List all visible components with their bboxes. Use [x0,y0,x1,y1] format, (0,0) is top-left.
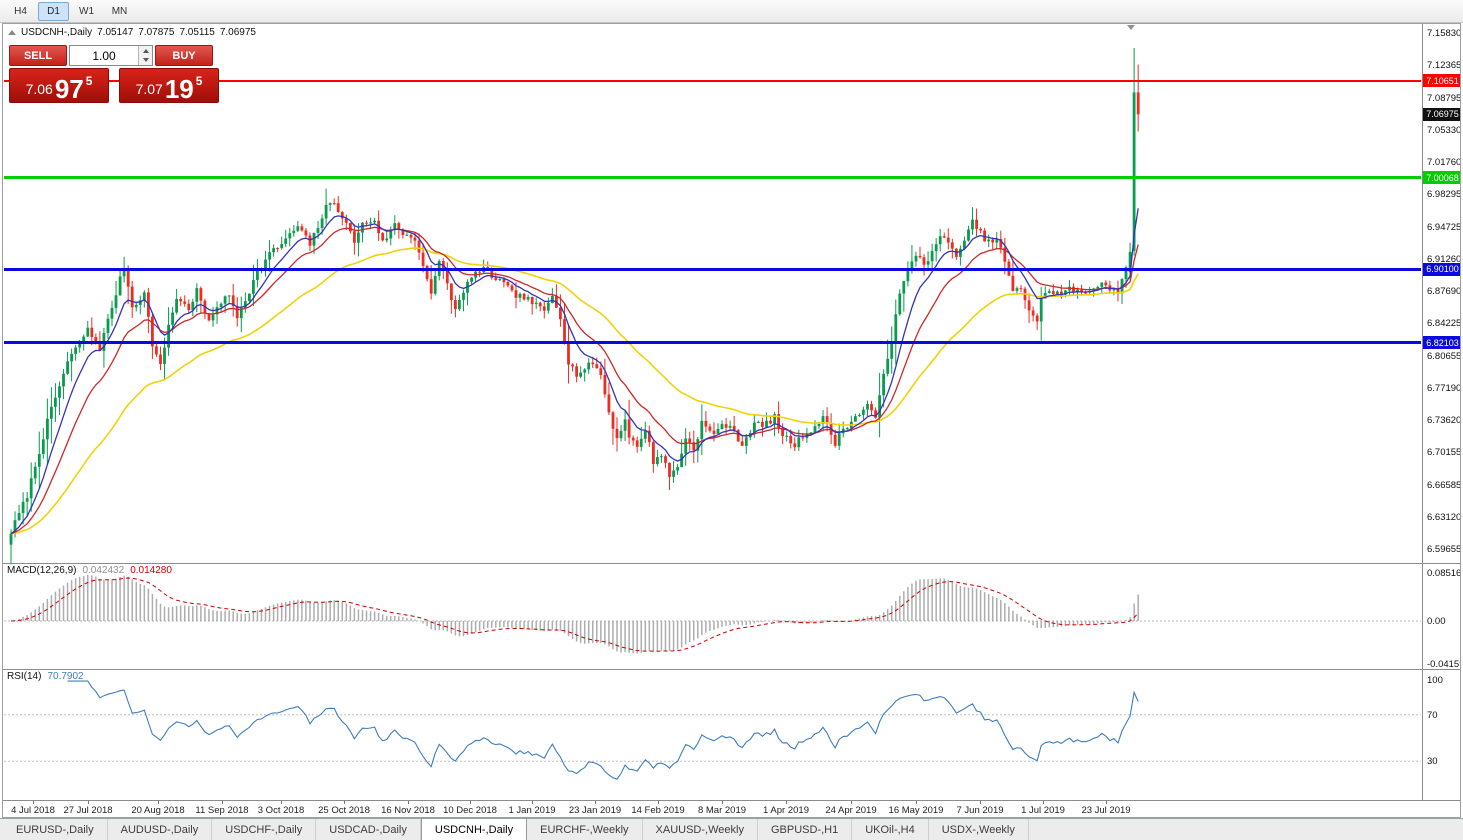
sell-button[interactable]: SELL [9,45,67,66]
timeframe-button-h4[interactable]: H4 [14,5,27,17]
volume-increment-button[interactable] [139,46,152,56]
date-tick [851,801,852,804]
tab-xauusd-weekly[interactable]: XAUUSD-,Weekly [643,819,758,840]
tab-gbpusd-h1[interactable]: GBPUSD-,H1 [758,819,853,840]
date-label: 20 Aug 2018 [131,805,185,816]
date-label: 3 Oct 2018 [257,805,305,816]
one-click-trading-panel: SELL 1.00 BUY 7.06 97 5 7.07 [9,45,219,103]
tab-usdx-weekly[interactable]: USDX-,Weekly [929,819,1029,840]
chart-shift-marker[interactable] [1127,25,1135,30]
timeframe-toolbar: H4 D1 W1 MN [0,0,1463,23]
date-tick [408,801,409,804]
ask-big-digits: 19 [164,73,194,104]
volume-decrement-button[interactable] [139,55,152,65]
buy-button[interactable]: BUY [155,45,213,66]
date-tick [532,801,533,804]
rsi-label: RSI(14) [7,671,42,682]
macd-label-row: MACD(12,26,9) 0.042432 0.014280 [7,565,172,576]
chart-info-line: USDCNH-,Daily 7.05147 7.07875 7.05115 7.… [8,27,256,38]
ask-prefix: 7.07 [135,81,163,97]
buy-price-display[interactable]: 7.07 19 5 [119,68,219,103]
tab-usdcnh-daily[interactable]: USDCNH-,Daily [420,819,528,840]
date-label: 1 Jan 2019 [508,805,556,816]
date-tick [158,801,159,804]
chevron-up-icon [142,48,149,53]
rsi-panel-separator[interactable] [3,669,1460,670]
date-label: 24 Apr 2019 [825,805,877,816]
date-label: 8 Mar 2019 [697,805,747,816]
date-label: 27 Jul 2018 [63,805,113,816]
date-tick [33,801,34,804]
symbol-tab-bar: EURUSD-,Daily AUDUSD-,Daily USDCHF-,Daily U… [0,818,1463,840]
date-tick [470,801,471,804]
date-tick [222,801,223,804]
ohlc-close: 7.06975 [219,27,256,38]
tab-eurchf-weekly[interactable]: EURCHF-,Weekly [527,819,643,840]
bid-big-digits: 97 [54,73,84,104]
date-label: 11 Sep 2018 [195,805,249,816]
date-label: 25 Oct 2018 [318,805,370,816]
volume-value[interactable]: 1.00 [92,48,116,63]
date-label: 7 Jun 2019 [956,805,1004,816]
sell-price-display[interactable]: 7.06 97 5 [9,68,109,103]
tab-usdchf-daily[interactable]: USDCHF-,Daily [212,819,317,840]
macd-main-value: 0.042432 [82,565,125,576]
bid-prefix: 7.06 [25,81,53,97]
one-click-price-row: 7.06 97 5 7.07 19 5 [9,68,219,103]
date-label: 1 Jul 2019 [1021,805,1065,816]
bid-pip-digit: 5 [85,74,93,88]
timeframe-button-d1[interactable]: D1 [38,1,69,21]
rsi-value: 70.7902 [47,671,84,682]
tab-usdcad-daily[interactable]: USDCAD-,Daily [316,819,421,840]
price-scale-border[interactable] [1422,24,1423,800]
candlestick-chart[interactable] [3,24,1460,817]
date-tick [281,801,282,804]
one-click-collapse-icon[interactable] [8,30,16,35]
chart-window[interactable]: 7.10651 7.00068 6.90100 6.82103 7.06975 7.158… [2,23,1461,818]
ask-pip-digit: 5 [195,74,203,88]
date-axis[interactable]: 4 Jul 2018 27 Jul 2018 20 Aug 2018 11 Sep 2… [3,800,1460,817]
date-label: 23 Jul 2019 [1081,805,1131,816]
ohlc-open: 7.05147 [97,27,134,38]
tab-eurusd-daily[interactable]: EURUSD-,Daily [3,819,108,840]
volume-input[interactable]: 1.00 [69,45,153,66]
date-label: 4 Jul 2018 [11,805,55,816]
date-tick [980,801,981,804]
timeframe-button-mn[interactable]: MN [111,5,128,17]
date-tick [916,801,917,804]
macd-signal-value: 0.014280 [130,565,172,576]
macd-label: MACD(12,26,9) [7,565,77,576]
date-label: 14 Feb 2019 [631,805,685,816]
volume-spinner [138,46,152,65]
rsi-label-row: RSI(14) 70.7902 [7,671,84,682]
date-label: 16 May 2019 [888,805,944,816]
one-click-top-row: SELL 1.00 BUY [9,45,219,66]
date-tick [344,801,345,804]
chevron-down-icon [142,58,149,63]
ohlc-low: 7.05115 [179,27,215,38]
date-label: 10 Dec 2018 [443,805,497,816]
date-tick [786,801,787,804]
date-tick [1043,801,1044,804]
chart-symbol-period: USDCNH-,Daily [21,27,93,38]
date-tick [722,801,723,804]
tab-ukoil-h4[interactable]: UKOil-,H4 [852,819,929,840]
macd-panel-separator[interactable] [3,563,1460,564]
date-label: 16 Nov 2018 [381,805,435,816]
tab-audusd-daily[interactable]: AUDUSD-,Daily [108,819,213,840]
date-label: 23 Jan 2019 [568,805,622,816]
ohlc-high: 7.07875 [138,27,175,38]
date-label: 1 Apr 2019 [763,805,809,816]
date-tick [1106,801,1107,804]
timeframe-button-w1[interactable]: W1 [79,5,94,17]
date-tick [595,801,596,804]
timeframe-buttons: H4 D1 W1 MN [5,1,135,21]
date-tick [88,801,89,804]
date-tick [658,801,659,804]
